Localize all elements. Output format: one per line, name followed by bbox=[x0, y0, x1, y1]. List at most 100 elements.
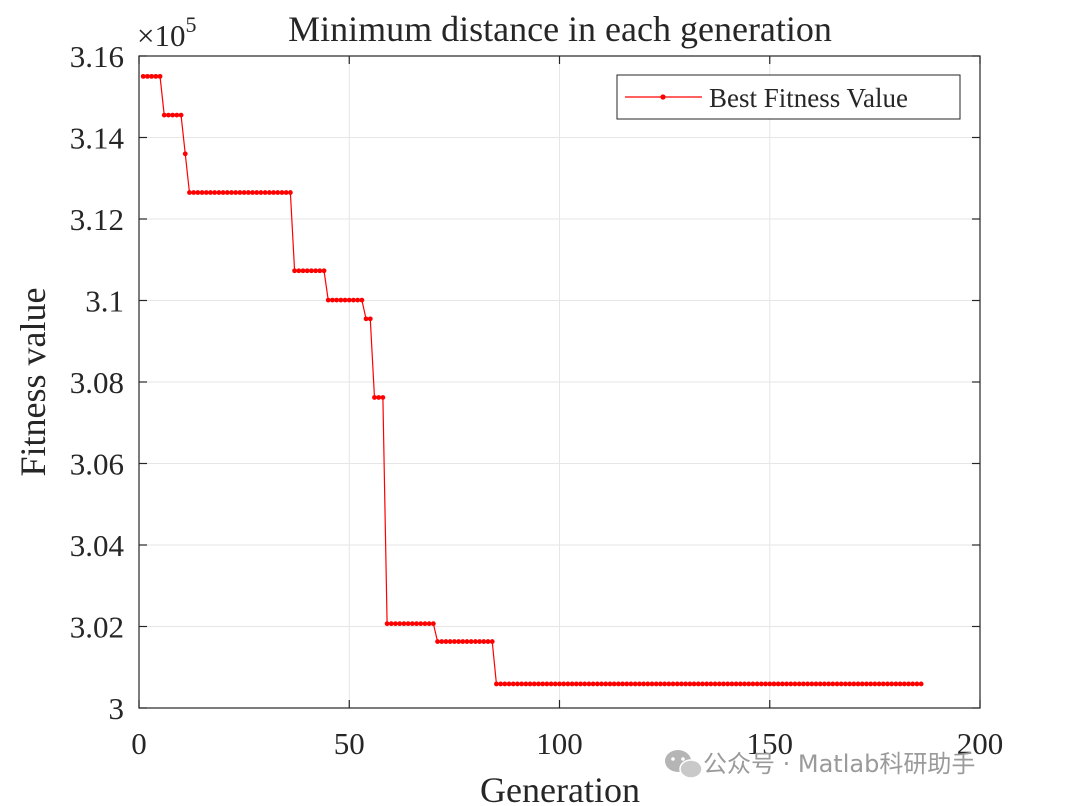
data-point bbox=[161, 112, 167, 118]
data-point bbox=[178, 112, 184, 118]
data-point bbox=[346, 297, 352, 303]
data-point bbox=[843, 681, 848, 687]
data-point bbox=[645, 681, 651, 687]
data-point bbox=[489, 639, 495, 644]
data-point bbox=[872, 681, 878, 687]
data-point bbox=[237, 190, 243, 195]
data-point bbox=[464, 639, 470, 644]
y-axis-label: Fitness value bbox=[13, 288, 53, 477]
data-point bbox=[527, 681, 533, 687]
x-tick-label: 50 bbox=[334, 726, 365, 761]
data-point bbox=[321, 268, 327, 274]
data-point bbox=[430, 621, 436, 627]
data-point bbox=[473, 639, 478, 644]
legend-label: Best Fitness Value bbox=[709, 83, 908, 113]
data-point bbox=[763, 681, 768, 687]
data-point bbox=[847, 681, 853, 687]
data-point bbox=[742, 681, 747, 687]
data-point bbox=[544, 681, 550, 687]
data-point bbox=[800, 681, 806, 687]
data-point bbox=[649, 681, 655, 687]
data-point bbox=[498, 681, 504, 687]
data-point bbox=[359, 297, 365, 303]
data-point bbox=[578, 681, 583, 687]
data-point bbox=[876, 681, 882, 687]
data-point bbox=[641, 681, 646, 687]
chart-title: Minimum distance in each generation bbox=[288, 9, 832, 49]
data-point bbox=[792, 681, 798, 687]
data-point bbox=[388, 621, 394, 627]
data-point bbox=[620, 681, 625, 687]
data-point bbox=[300, 268, 306, 274]
data-point bbox=[309, 268, 314, 274]
data-point bbox=[910, 681, 916, 687]
data-point bbox=[279, 190, 285, 195]
data-point bbox=[325, 297, 331, 303]
data-point bbox=[716, 681, 722, 687]
data-point bbox=[372, 395, 377, 400]
data-point bbox=[838, 681, 844, 687]
data-point bbox=[599, 681, 604, 687]
data-point bbox=[182, 151, 188, 157]
data-point bbox=[632, 681, 638, 687]
y-tick-label: 3.1 bbox=[85, 284, 124, 319]
data-point bbox=[788, 681, 794, 687]
data-point bbox=[712, 681, 718, 687]
legend: Best Fitness Value bbox=[616, 74, 961, 120]
data-point bbox=[670, 681, 676, 687]
data-point bbox=[603, 681, 609, 687]
data-point bbox=[758, 681, 764, 687]
data-point bbox=[805, 681, 810, 687]
data-point bbox=[241, 190, 247, 195]
data-point bbox=[573, 681, 579, 687]
y-tick-label: 3.02 bbox=[70, 610, 124, 645]
data-point bbox=[468, 639, 474, 644]
data-point bbox=[199, 190, 205, 195]
data-point bbox=[830, 681, 836, 687]
data-point bbox=[864, 681, 869, 687]
y-tick-label: 3.14 bbox=[70, 121, 125, 156]
data-point bbox=[317, 268, 323, 274]
data-point bbox=[275, 190, 281, 195]
data-point bbox=[216, 190, 222, 195]
data-point bbox=[691, 681, 697, 687]
data-point bbox=[397, 621, 403, 627]
data-point bbox=[893, 681, 899, 687]
data-point bbox=[880, 681, 886, 687]
data-point bbox=[607, 681, 613, 687]
x-tick-label: 0 bbox=[131, 726, 147, 761]
data-point bbox=[384, 621, 390, 627]
data-point bbox=[624, 681, 630, 687]
data-point bbox=[737, 681, 743, 687]
y-exponent-base: ×10 bbox=[137, 18, 185, 53]
data-point bbox=[515, 681, 520, 687]
data-point bbox=[153, 73, 159, 79]
data-point bbox=[658, 681, 663, 687]
data-point bbox=[262, 190, 268, 195]
data-point bbox=[611, 681, 617, 687]
data-point bbox=[536, 681, 541, 687]
data-point bbox=[191, 190, 197, 195]
data-point bbox=[367, 316, 373, 322]
data-point bbox=[855, 681, 861, 687]
axis-ticks: 0 50 100 150 200 3 3.02 3.04 3.06 3.08 3.1 3.12 3.14… bbox=[70, 39, 1004, 761]
data-point bbox=[721, 681, 726, 687]
data-point bbox=[296, 268, 302, 274]
data-point bbox=[687, 681, 693, 687]
y-exponent-label: ×105 bbox=[137, 12, 196, 53]
data-point bbox=[422, 621, 428, 627]
data-point bbox=[569, 681, 575, 687]
data-point bbox=[477, 639, 483, 644]
data-point bbox=[195, 190, 201, 195]
data-point bbox=[725, 681, 731, 687]
data-point bbox=[636, 681, 642, 687]
grid-lines bbox=[138, 55, 981, 709]
data-point bbox=[531, 681, 537, 687]
data-point bbox=[174, 112, 180, 118]
data-point bbox=[628, 681, 634, 687]
x-tick-label: 150 bbox=[747, 726, 794, 761]
data-point bbox=[405, 621, 411, 627]
data-point bbox=[750, 681, 756, 687]
data-point bbox=[771, 681, 777, 687]
data-point bbox=[266, 190, 272, 195]
